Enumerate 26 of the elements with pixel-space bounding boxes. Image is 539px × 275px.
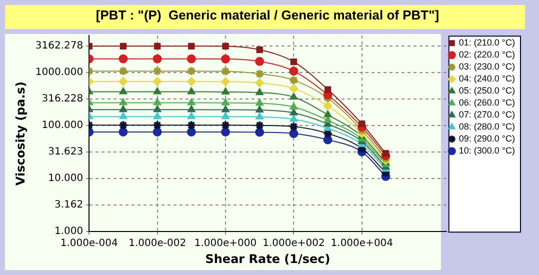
y-tick-label: 1000.000	[35, 67, 84, 78]
legend-label: 09: (290.0 °C)	[458, 134, 516, 144]
x-tick-label: 1.000e+000	[194, 238, 257, 250]
x-tick-label: 1.000e+004	[330, 238, 394, 250]
chart-title: [PBT : "(P) Generic material / Generic material of PBT"]	[96, 7, 440, 22]
x-tick-label: 1.000e-002	[128, 238, 186, 250]
legend-label: 07: (270.0 °C)	[458, 110, 516, 120]
legend-label: 06: (260.0 °C)	[458, 98, 516, 108]
x-tick-label: 1.000e+002	[262, 238, 325, 250]
legend-label: 02: (220.0 °C)	[458, 50, 516, 60]
legend-label: 01: (210.0 °C)	[458, 38, 516, 48]
legend-label: 10: (300.0 °C)	[458, 146, 516, 156]
y-tick-label: 3.162	[54, 200, 84, 211]
legend-label: 05: (250.0 °C)	[458, 86, 516, 96]
x-axis-title: Shear Rate (1/sec)	[205, 252, 330, 266]
legend-label: 04: (240.0 °C)	[458, 74, 516, 84]
y-tick-label: 31.623	[48, 146, 84, 158]
y-tick-label: 316.228	[42, 94, 84, 105]
y-tick-label: 10.000	[48, 173, 84, 184]
y-axis-title: Viscosity (pa.s)	[13, 82, 28, 186]
y-tick-label: 1.000	[54, 226, 84, 238]
y-tick-label: 3162.278	[35, 40, 84, 52]
legend-label: 03: (230.0 °C)	[458, 62, 516, 72]
y-tick-label: 100.000	[42, 120, 84, 132]
legend-label: 08: (280.0 °C)	[458, 122, 516, 132]
x-tick-label: 1.000e-004	[60, 238, 118, 250]
